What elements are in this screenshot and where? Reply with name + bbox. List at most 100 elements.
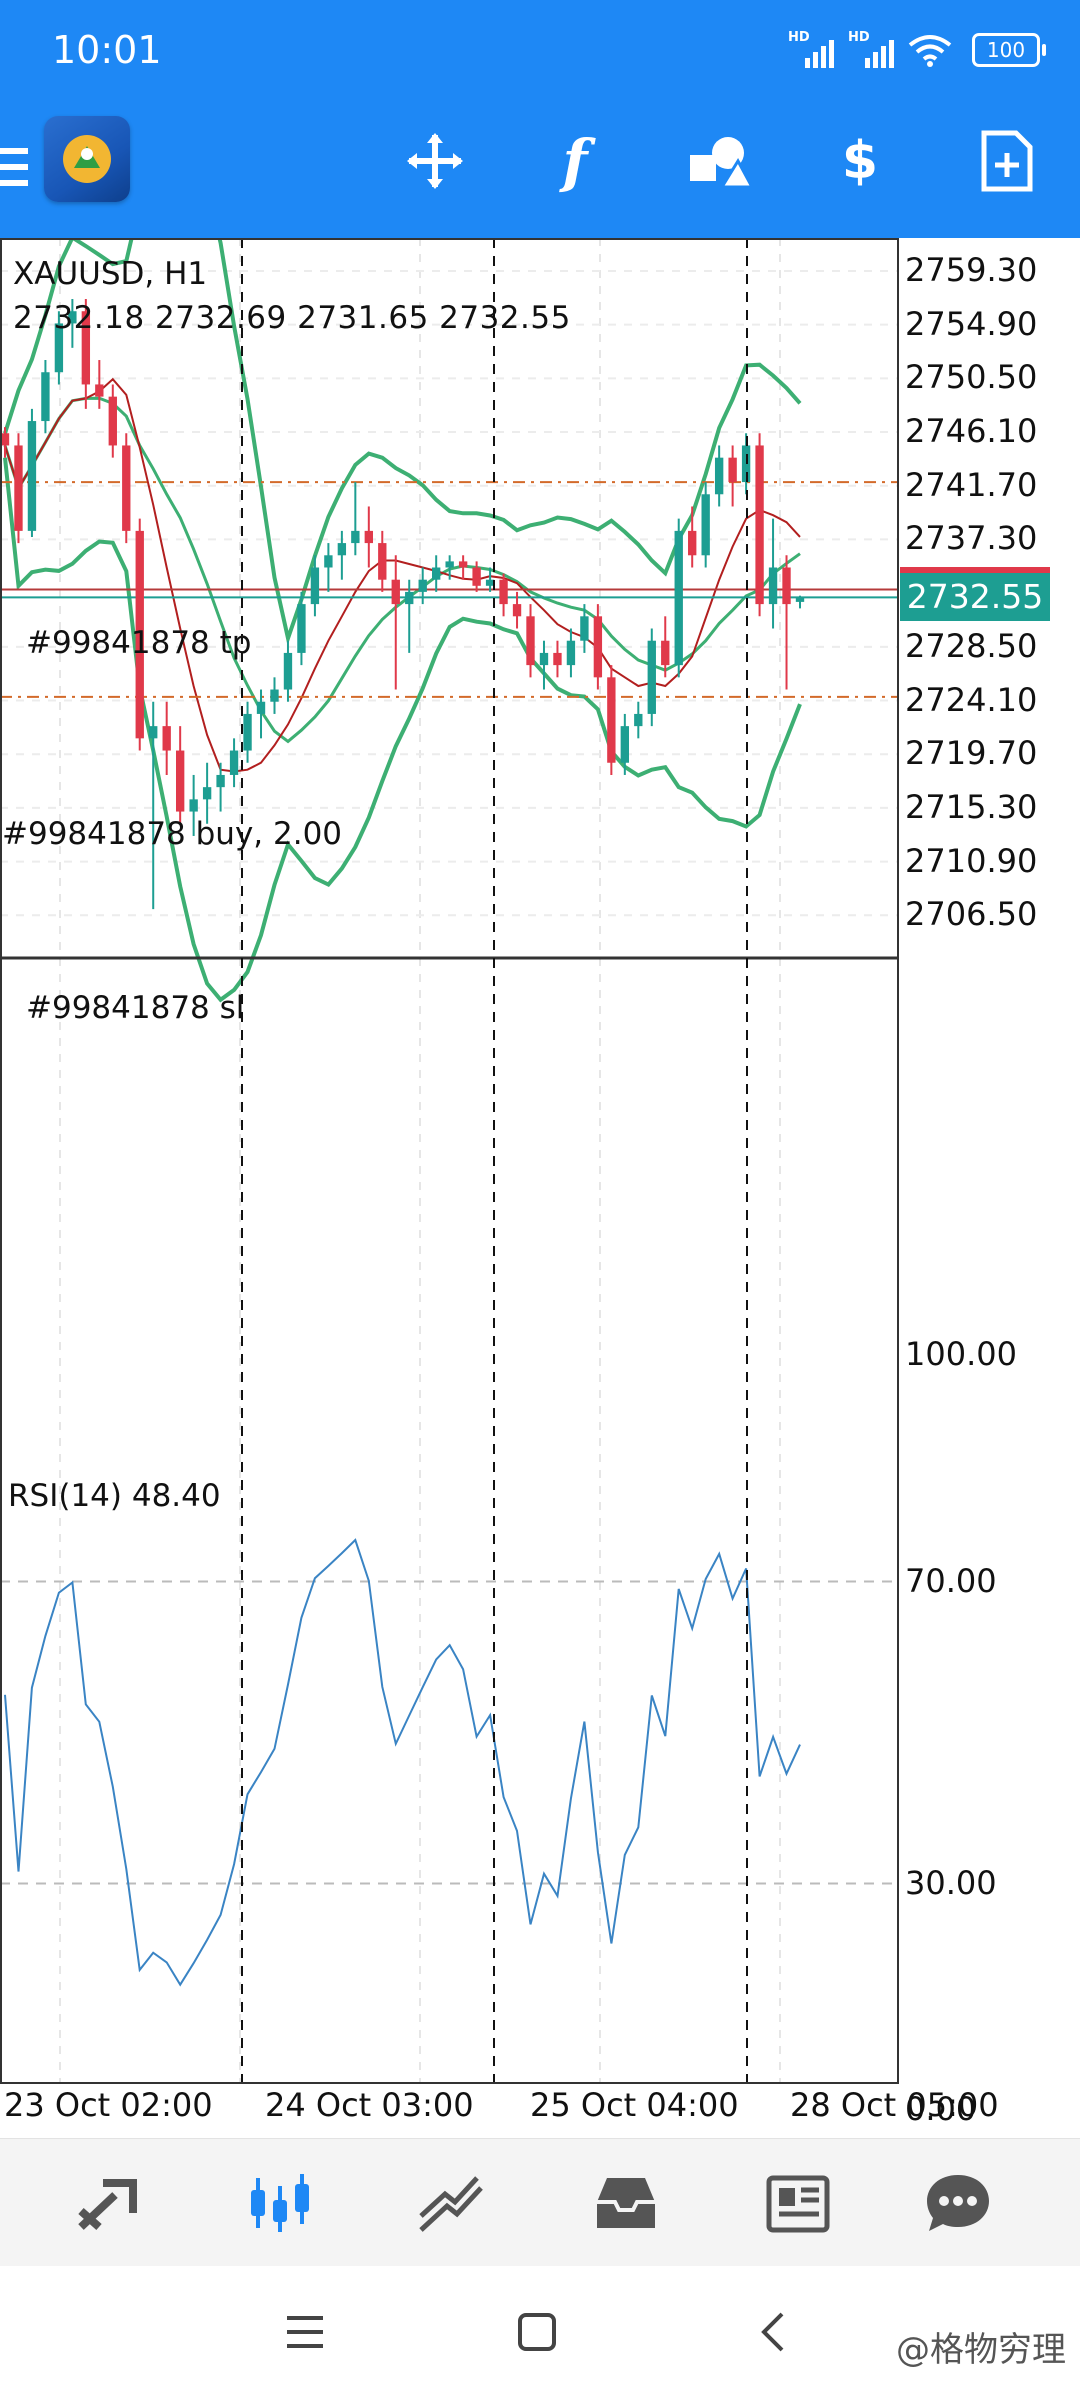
messages-icon[interactable] [918, 2163, 998, 2243]
candle-body [661, 640, 670, 666]
candle-body [243, 713, 252, 751]
status-icons: HD HD 100 [788, 30, 1046, 68]
signal-icon: HD [788, 30, 834, 68]
price-tick: 2728.50 [905, 626, 1038, 665]
time-tick: 25 Oct 04:00 [530, 2086, 739, 2124]
candle-body [755, 445, 764, 605]
candle-body [472, 567, 481, 586]
rsi-tick: 70.00 [905, 1561, 997, 1600]
candle-body [54, 323, 64, 373]
order-tp-label: #99841878 tp [26, 625, 252, 661]
order-buy-label: #99841878 buy, 2.00 [2, 816, 343, 852]
price-tick: 2759.30 [905, 250, 1038, 289]
price-tick: 2750.50 [905, 358, 1038, 397]
price-tick: 2724.10 [905, 680, 1038, 719]
candle-body [607, 677, 616, 763]
candle-body [175, 750, 185, 812]
chart-frame [0, 238, 899, 2084]
candle-body [539, 652, 549, 666]
candle-body [445, 561, 454, 568]
watermark: @格物穷理 [896, 2330, 1066, 2370]
candle-body [512, 604, 522, 617]
hd-label-2: HD [848, 30, 870, 45]
candle-body [135, 530, 144, 739]
candle-body [580, 616, 589, 641]
candle-body [553, 652, 562, 666]
candle-body [122, 445, 131, 531]
top-toolbar: f $ [0, 108, 1080, 238]
candle-body [593, 616, 603, 678]
chart-canvas[interactable] [0, 238, 1080, 2138]
system-back-icon[interactable] [748, 2304, 798, 2360]
hd-label: HD [788, 30, 810, 45]
price-tick: 2715.30 [905, 787, 1038, 826]
rsi-tick: 30.00 [905, 1863, 997, 1902]
current-price-badge: 2732.55 [900, 567, 1050, 622]
candle-body [391, 579, 400, 605]
candle-body [432, 567, 441, 580]
trade-icon[interactable]: $ [841, 131, 879, 191]
signal-icon-2: HD [848, 30, 894, 68]
chart-icon[interactable] [240, 2163, 320, 2243]
candle-body [324, 555, 333, 568]
candle-body [41, 372, 50, 422]
candle-body [782, 567, 791, 605]
candle-body [351, 530, 360, 544]
candle-body [81, 311, 91, 385]
battery-icon: 100 [972, 33, 1046, 67]
candle-body [162, 726, 171, 751]
price-tick: 2706.50 [905, 895, 1038, 934]
upper-band [3, 238, 802, 646]
crosshair-icon[interactable] [400, 126, 470, 196]
price-tick: 2719.70 [905, 734, 1038, 773]
candle-body [310, 567, 320, 605]
new-order-icon[interactable] [972, 126, 1042, 196]
candle-body [108, 396, 117, 446]
quotes-icon[interactable] [70, 2163, 150, 2243]
candle-body [270, 689, 279, 702]
history-icon[interactable] [586, 2163, 666, 2243]
candle-body [216, 774, 225, 788]
candle-body [688, 530, 697, 556]
time-tick: 28 Oct 05:00 [790, 2086, 999, 2124]
rsi-label: RSI(14) 48.40 [8, 1478, 221, 1514]
candle-body [229, 750, 239, 775]
objects-icon[interactable] [685, 126, 755, 196]
candle-body [149, 726, 158, 739]
trade-nav-icon[interactable] [412, 2163, 492, 2243]
candle-body [68, 311, 77, 324]
candle-body [499, 579, 508, 605]
price-tick: 2710.90 [905, 841, 1038, 880]
price-tick: 2746.10 [905, 412, 1038, 451]
candle-body [283, 652, 293, 690]
candle-body [95, 384, 104, 397]
time-tick: 23 Oct 02:00 [4, 2086, 213, 2124]
menu-icon[interactable] [0, 148, 28, 192]
candle-body [189, 799, 198, 812]
rsi-tick: 0.00 [905, 2090, 977, 2128]
candle-body [620, 726, 630, 763]
candle-body [634, 713, 643, 727]
candle-body [768, 567, 778, 605]
candle-body [0, 433, 10, 446]
candle-body [14, 445, 23, 531]
system-menu-icon[interactable] [280, 2304, 330, 2360]
candle-body [297, 604, 306, 653]
chart-panel[interactable]: XAUUSD, H1 2732.18 2732.69 2731.65 2732.… [0, 238, 1080, 2138]
candle-body [714, 457, 724, 495]
candle-body [364, 530, 373, 544]
system-home-icon[interactable] [512, 2304, 562, 2360]
news-icon[interactable] [758, 2163, 838, 2243]
price-tick: 2737.30 [905, 519, 1038, 558]
candle-body [202, 787, 212, 800]
candle-body [337, 543, 347, 556]
candle-body [647, 640, 656, 714]
candle-body [378, 543, 387, 580]
app-logo[interactable] [44, 116, 130, 202]
rsi-tick: 100.00 [905, 1335, 1017, 1373]
candle-body [526, 616, 535, 666]
system-nav-bar: @格物穷理 [0, 2266, 1080, 2400]
indicator-f-icon[interactable]: f [562, 127, 588, 195]
price-tick: 2754.90 [905, 304, 1038, 343]
candle-body [27, 421, 37, 531]
